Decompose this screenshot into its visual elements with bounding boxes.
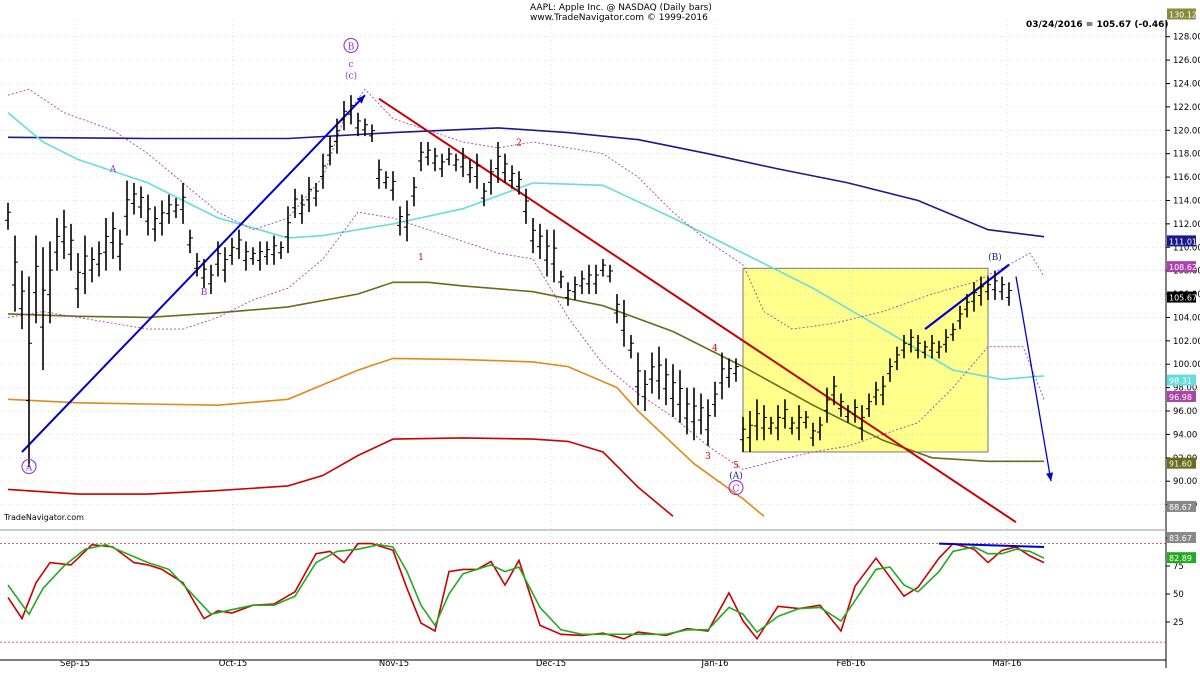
stoch-tick-label: 25	[1173, 618, 1184, 628]
wave-label: 4	[712, 344, 718, 354]
price-label-value: 130.12	[1169, 10, 1197, 19]
stoch-tick-label: 75	[1173, 562, 1184, 572]
wave-label: 3	[705, 452, 711, 462]
price-label-box	[1167, 500, 1196, 512]
watermark: TradeNavigator.com	[4, 513, 84, 522]
price-tick-label: 124.00	[1173, 79, 1200, 89]
chart-title: AAPL: Apple Inc. @ NASDAQ (Daily bars)	[530, 3, 712, 13]
price-label-box	[1167, 457, 1196, 469]
stoch-label-value: 82.89	[1169, 554, 1192, 563]
price-label-box	[1167, 390, 1196, 402]
ma-long-line	[7, 127, 1045, 238]
month-tick-label: Nov-15	[379, 659, 409, 669]
price-tick-label: 100.00	[1173, 360, 1200, 370]
price-label-box	[1167, 261, 1196, 273]
price-tick-label: 126.00	[1173, 56, 1200, 66]
month-tick-label: Sep-15	[60, 659, 90, 669]
price-label-box	[1167, 374, 1196, 386]
price-tick-label: 120.00	[1173, 126, 1200, 136]
price-label-value: 96.98	[1169, 393, 1192, 402]
price-tick-label: 102.00	[1173, 337, 1200, 347]
month-tick-label: Feb-16	[837, 659, 866, 669]
stoch-tick-label: 50	[1173, 590, 1184, 600]
price-label-value: 91.60	[1169, 460, 1192, 469]
ma-olive-line	[7, 281, 1044, 463]
month-tick-label: Oct-15	[219, 659, 248, 669]
stoch-label-box	[1167, 532, 1196, 543]
wave-label-circle	[343, 37, 359, 53]
ma-red-line	[7, 437, 674, 517]
price-label-box	[1167, 291, 1196, 303]
wave-label: 2	[516, 138, 522, 148]
price-tick-label: 114.00	[1173, 196, 1200, 206]
price-tick-label: 98.00	[1173, 384, 1197, 394]
stoch-label-box	[1167, 552, 1196, 564]
month-tick-label: Mar-16	[992, 659, 1021, 669]
ma-orange-line	[7, 357, 765, 517]
stoch-label-value: 83.67	[1169, 534, 1192, 543]
price-label-box	[1167, 235, 1196, 247]
stoch-d-line	[7, 543, 1045, 636]
price-tick-label: 94.00	[1173, 430, 1197, 440]
wave-label: (c)	[345, 71, 357, 82]
price-label-value: 111.01	[1169, 237, 1197, 246]
stoch-k-line	[7, 542, 1045, 641]
wave-label: B	[201, 288, 208, 298]
price-tick-label: 104.00	[1173, 313, 1200, 323]
wave-label: 5	[733, 461, 739, 471]
price-tick-label: 118.00	[1173, 150, 1200, 160]
month-tick-label: Dec-15	[536, 659, 566, 669]
wave-label: (A)	[729, 471, 743, 482]
price-tick-label: 110.00	[1173, 243, 1200, 253]
down-trend-line	[378, 97, 1017, 524]
price-label-value: 105.67	[1169, 294, 1197, 303]
band-lower-line	[7, 211, 1045, 470]
up-trend-arrow	[21, 94, 366, 453]
month-tick-label: Jan-16	[701, 659, 729, 669]
wave-label-circle	[21, 458, 37, 475]
price-tick-label: 112.00	[1173, 220, 1200, 230]
wave-label: C	[733, 485, 740, 495]
projection-arrow	[1015, 276, 1052, 482]
price-label-value: 108.62	[1169, 263, 1197, 272]
wave-label: A	[109, 165, 117, 175]
price-label-value: 98.31	[1169, 377, 1192, 386]
highlight-box	[742, 267, 989, 453]
wave-label: c	[348, 60, 353, 70]
price-tick-label: 116.00	[1173, 173, 1200, 183]
stoch-divergence-line	[938, 542, 1045, 548]
last-quote: 03/24/2016 = 105.67 (-0.46)	[1026, 20, 1169, 30]
chart-copyright: www.TradeNavigator.com © 1999-2016	[530, 13, 708, 23]
price-label-box	[1167, 8, 1196, 20]
price-tick-label: 122.00	[1173, 103, 1200, 113]
band-upper-line	[7, 88, 1045, 330]
up-trend-arrow-head	[356, 95, 365, 104]
wave-label: B	[348, 42, 355, 52]
wave-label: A	[25, 464, 33, 474]
wave-label: (B)	[988, 252, 1002, 263]
wave-label-circle	[728, 480, 744, 496]
price-tick-label: 90.00	[1173, 477, 1197, 487]
projection-arrow-head	[1046, 472, 1054, 482]
wave-label: 1	[418, 253, 424, 263]
ma-cyan-line	[7, 112, 1045, 381]
price-tick-label: 96.00	[1173, 407, 1197, 417]
price-tick-label: 128.00	[1173, 33, 1200, 43]
price-label-value: 88.67	[1169, 503, 1192, 512]
